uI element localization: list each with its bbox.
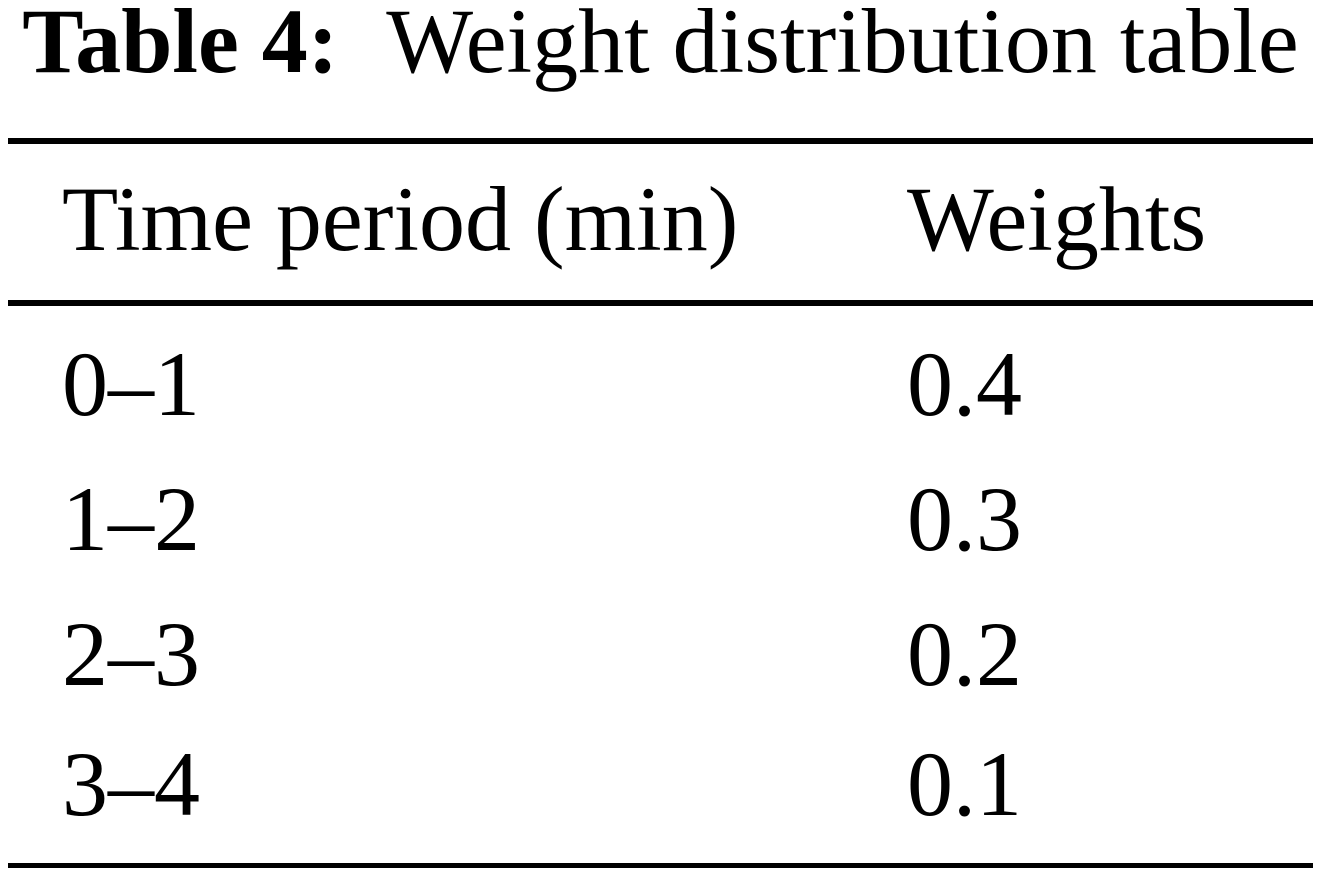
table-bottom-rule [8, 863, 1313, 868]
column-header-weights: Weights [907, 168, 1207, 270]
time-period-value: 1–2 [62, 468, 200, 570]
time-period-value: 0–1 [62, 333, 200, 435]
table-row: 3–4 0.1 [0, 731, 1321, 841]
table-top-rule [8, 138, 1313, 144]
table-header-row: Time period (min) Weights [0, 166, 1321, 276]
column-header-time-period: Time period (min) [62, 168, 739, 270]
table-caption-label: Table 4: [22, 0, 339, 92]
table-row: 0–1 0.4 [0, 331, 1321, 441]
time-period-value: 3–4 [62, 733, 200, 835]
weight-value: 0.3 [907, 468, 1022, 570]
weight-value: 0.4 [907, 333, 1022, 435]
time-period-value: 2–3 [62, 603, 200, 705]
table-caption: Table 4: Weight distribution table [0, 0, 1321, 94]
table-row: 1–2 0.3 [0, 466, 1321, 576]
table-caption-title: Weight distribution table [386, 0, 1299, 92]
table-row: 2–3 0.2 [0, 601, 1321, 711]
table-header-rule [8, 300, 1313, 306]
weight-value: 0.2 [907, 603, 1022, 705]
weight-value: 0.1 [907, 733, 1022, 835]
